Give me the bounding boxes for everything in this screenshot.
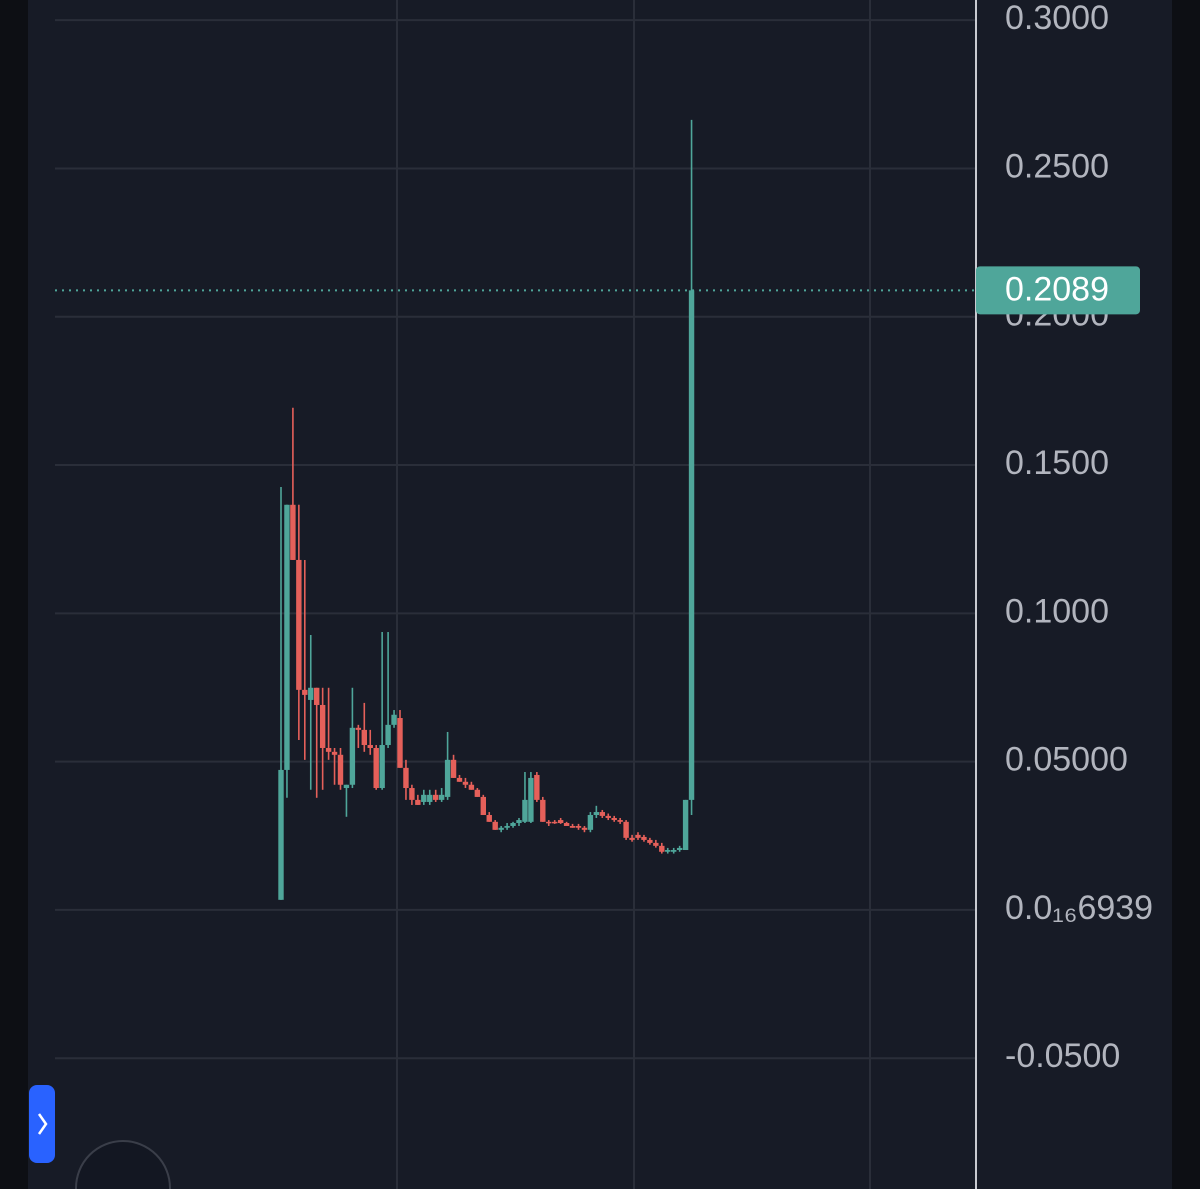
candle-body — [444, 759, 451, 797]
candle-body — [504, 825, 510, 828]
candle-body — [540, 799, 546, 822]
y-tick-label: 0.0₁₆6939 — [1005, 889, 1153, 927]
candle-body — [331, 751, 338, 755]
last-price-label: 0.2089 — [1005, 270, 1109, 308]
y-tick-label: 0.1000 — [1005, 592, 1109, 630]
candle-body — [314, 687, 320, 705]
candle-body — [409, 788, 415, 800]
candle-body — [468, 784, 475, 790]
candle-body — [688, 290, 695, 800]
y-tick-label: 0.2500 — [1005, 147, 1109, 185]
candle-body — [593, 812, 600, 816]
candle-body — [480, 796, 486, 816]
candle-body — [486, 815, 492, 822]
candle-body — [617, 820, 623, 822]
candle-body — [516, 820, 522, 824]
candle-body — [581, 827, 588, 830]
candle-body — [575, 825, 582, 828]
candle-body — [534, 774, 540, 800]
candle-body — [296, 559, 302, 690]
candle-body — [308, 687, 314, 700]
candle-body — [302, 689, 308, 695]
candle-body — [415, 799, 421, 805]
candle-body — [676, 847, 683, 851]
candle-body — [641, 836, 647, 840]
candle-body — [635, 834, 641, 838]
candle-body — [319, 704, 326, 748]
candle-body — [397, 718, 403, 768]
candle-body — [492, 821, 498, 830]
candle-body — [337, 754, 344, 785]
candle-body — [379, 745, 385, 789]
time-grid — [396, 0, 871, 1189]
plot — [55, 19, 975, 1060]
price-axis: 0.30000.25000.20000.15000.10000.050000.0… — [1005, 0, 1153, 1075]
y-tick-label: 0.3000 — [1005, 0, 1109, 37]
candle-body — [403, 767, 409, 789]
candle-body — [278, 769, 284, 900]
y-tick-label: 0.1500 — [1005, 444, 1109, 482]
last-price-badge — [976, 266, 1140, 315]
candle-body — [653, 842, 659, 846]
logo[interactable] — [75, 1140, 171, 1189]
candle-body — [474, 789, 481, 797]
candle-body — [385, 724, 391, 746]
candle-body — [605, 815, 611, 818]
candle-body — [552, 821, 558, 824]
candle-body — [569, 825, 576, 828]
candle-body — [462, 781, 469, 785]
candle-body — [665, 850, 671, 852]
candle-body — [290, 504, 296, 560]
y-tick-label: 0.05000 — [1005, 741, 1128, 779]
candle-body — [361, 729, 367, 746]
candle-body — [510, 823, 516, 826]
candle-body — [611, 817, 617, 821]
candle-body — [599, 812, 605, 816]
candle-body — [659, 845, 665, 852]
candle-body — [367, 745, 373, 748]
candle-body — [427, 794, 433, 802]
chart-background — [28, 0, 1172, 1189]
toggle-icon — [37, 1113, 48, 1135]
candle-body — [284, 504, 290, 770]
candle-body — [343, 784, 350, 789]
candle-body — [391, 714, 397, 725]
candle-body — [450, 759, 457, 778]
candle-body — [671, 850, 677, 852]
candle-body — [563, 823, 570, 826]
candle-body — [373, 747, 379, 789]
toggle-button[interactable] — [29, 1085, 55, 1163]
candle-body — [587, 815, 594, 830]
candle-body — [433, 794, 439, 800]
candle-body — [438, 794, 445, 800]
candle-body — [349, 727, 356, 785]
y-tick-label: -0.0500 — [1005, 1037, 1120, 1075]
candle-body — [421, 794, 427, 802]
candle-body — [498, 827, 504, 830]
candle-body — [647, 839, 653, 843]
candle-body — [682, 799, 689, 851]
candle-body — [325, 747, 332, 752]
candle-body — [355, 727, 362, 730]
candle-body — [629, 837, 635, 840]
candle-body — [528, 777, 534, 822]
candle-body — [623, 821, 629, 838]
candle-body — [456, 777, 463, 782]
candle-body — [557, 820, 564, 824]
candle-body — [546, 821, 552, 824]
candle-body — [522, 799, 528, 822]
